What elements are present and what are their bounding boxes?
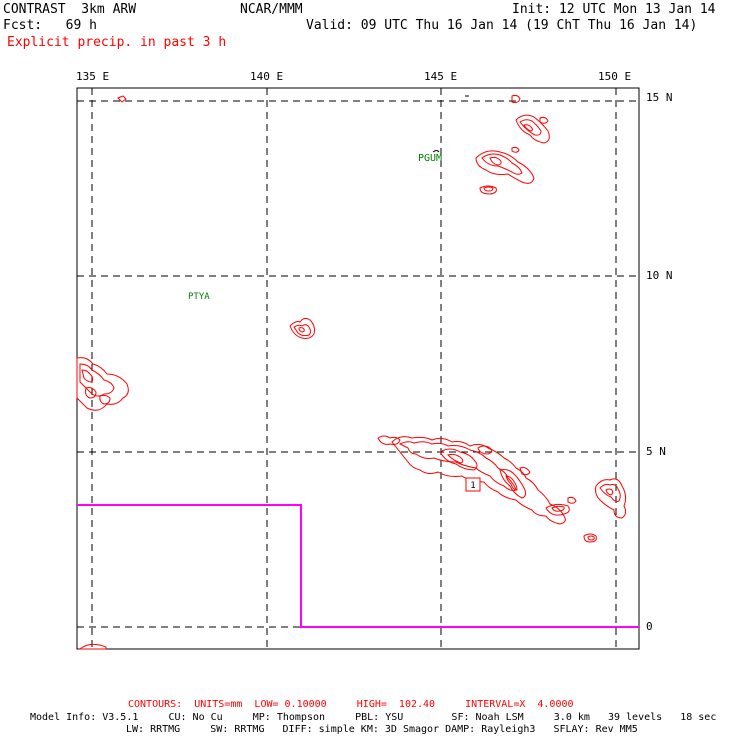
lon-label-135: 135 E [76, 70, 110, 83]
precip-cell [519, 119, 542, 136]
valid-time: Valid: 09 UTC Thu 16 Jan 14 (19 ChT Thu … [306, 18, 698, 33]
map-frame [76, 87, 640, 650]
precip-cell [523, 124, 533, 132]
high-marker-label: 1 [470, 481, 475, 491]
precip-cell [587, 535, 595, 541]
model-info: Model Info: V3.5.1 CU: No Cu MP: Thompso… [30, 712, 717, 723]
precip-cell [567, 496, 577, 504]
precip-cell [545, 503, 570, 516]
precip-cell [483, 186, 494, 192]
precip-cell [481, 153, 523, 175]
precip-cell [439, 448, 478, 471]
precip-cell [595, 478, 627, 519]
precip-contours [76, 94, 627, 650]
lat-label-0: 0 [646, 620, 653, 633]
precip-cell [605, 488, 614, 496]
lon-label-145: 145 E [424, 70, 458, 83]
precip-cell [477, 445, 493, 455]
model-info-physics: LW: RRTMG SW: RRTMG DIFF: simple KM: 3D … [126, 724, 638, 735]
precip-cell [81, 369, 94, 383]
precip-cell [515, 114, 550, 144]
organization-label: NCAR/MMM [240, 2, 303, 17]
precip-cell [489, 156, 502, 166]
forecast-hour: Fcst: 69 h [3, 18, 97, 33]
precip-cell [398, 441, 517, 491]
precip-cell [511, 146, 520, 153]
precip-cell [511, 94, 521, 104]
island-mark [432, 150, 440, 153]
field-title: Explicit precip. in past 3 h [7, 35, 227, 50]
precip-cell [583, 533, 597, 543]
precip-cell [475, 150, 535, 184]
precip-cell [117, 95, 127, 103]
station-label-pgum: PGUM [418, 153, 442, 164]
precip-cell [85, 387, 97, 399]
precip-cell [289, 317, 315, 339]
init-time: Init: 12 UTC Mon 13 Jan 14 [512, 2, 716, 17]
precip-cell [599, 483, 621, 502]
lat-label-10n: 10 N [646, 269, 673, 282]
station-label-ptya: PTYA [188, 292, 210, 302]
precip-cell [78, 643, 107, 650]
lat-label-5n: 5 N [646, 445, 666, 458]
precip-cell [377, 435, 401, 445]
precip-cell [551, 505, 565, 512]
precip-cell [79, 363, 115, 397]
nest-domain-boundary [77, 504, 639, 628]
high-marker-box [465, 477, 481, 492]
precip-cell [539, 116, 549, 124]
contours-info: CONTOURS: UNITS=mm LOW= 0.10000 HIGH= 10… [128, 699, 574, 710]
lon-label-150: 150 E [598, 70, 632, 83]
lat-label-15n: 15 N [646, 91, 673, 104]
precip-cell [505, 475, 518, 491]
lat-lon-grid [77, 88, 639, 649]
precip-cell [479, 185, 497, 195]
precip-cell [99, 394, 111, 405]
precip-cell [298, 327, 305, 333]
lon-label-140: 140 E [250, 70, 284, 83]
precip-cell [293, 324, 311, 337]
precip-cell [76, 357, 129, 411]
precip-cell [447, 453, 464, 464]
model-title: CONTRAST 3km ARW [3, 2, 137, 17]
precip-cell [519, 467, 531, 476]
precip-cell [499, 469, 527, 499]
